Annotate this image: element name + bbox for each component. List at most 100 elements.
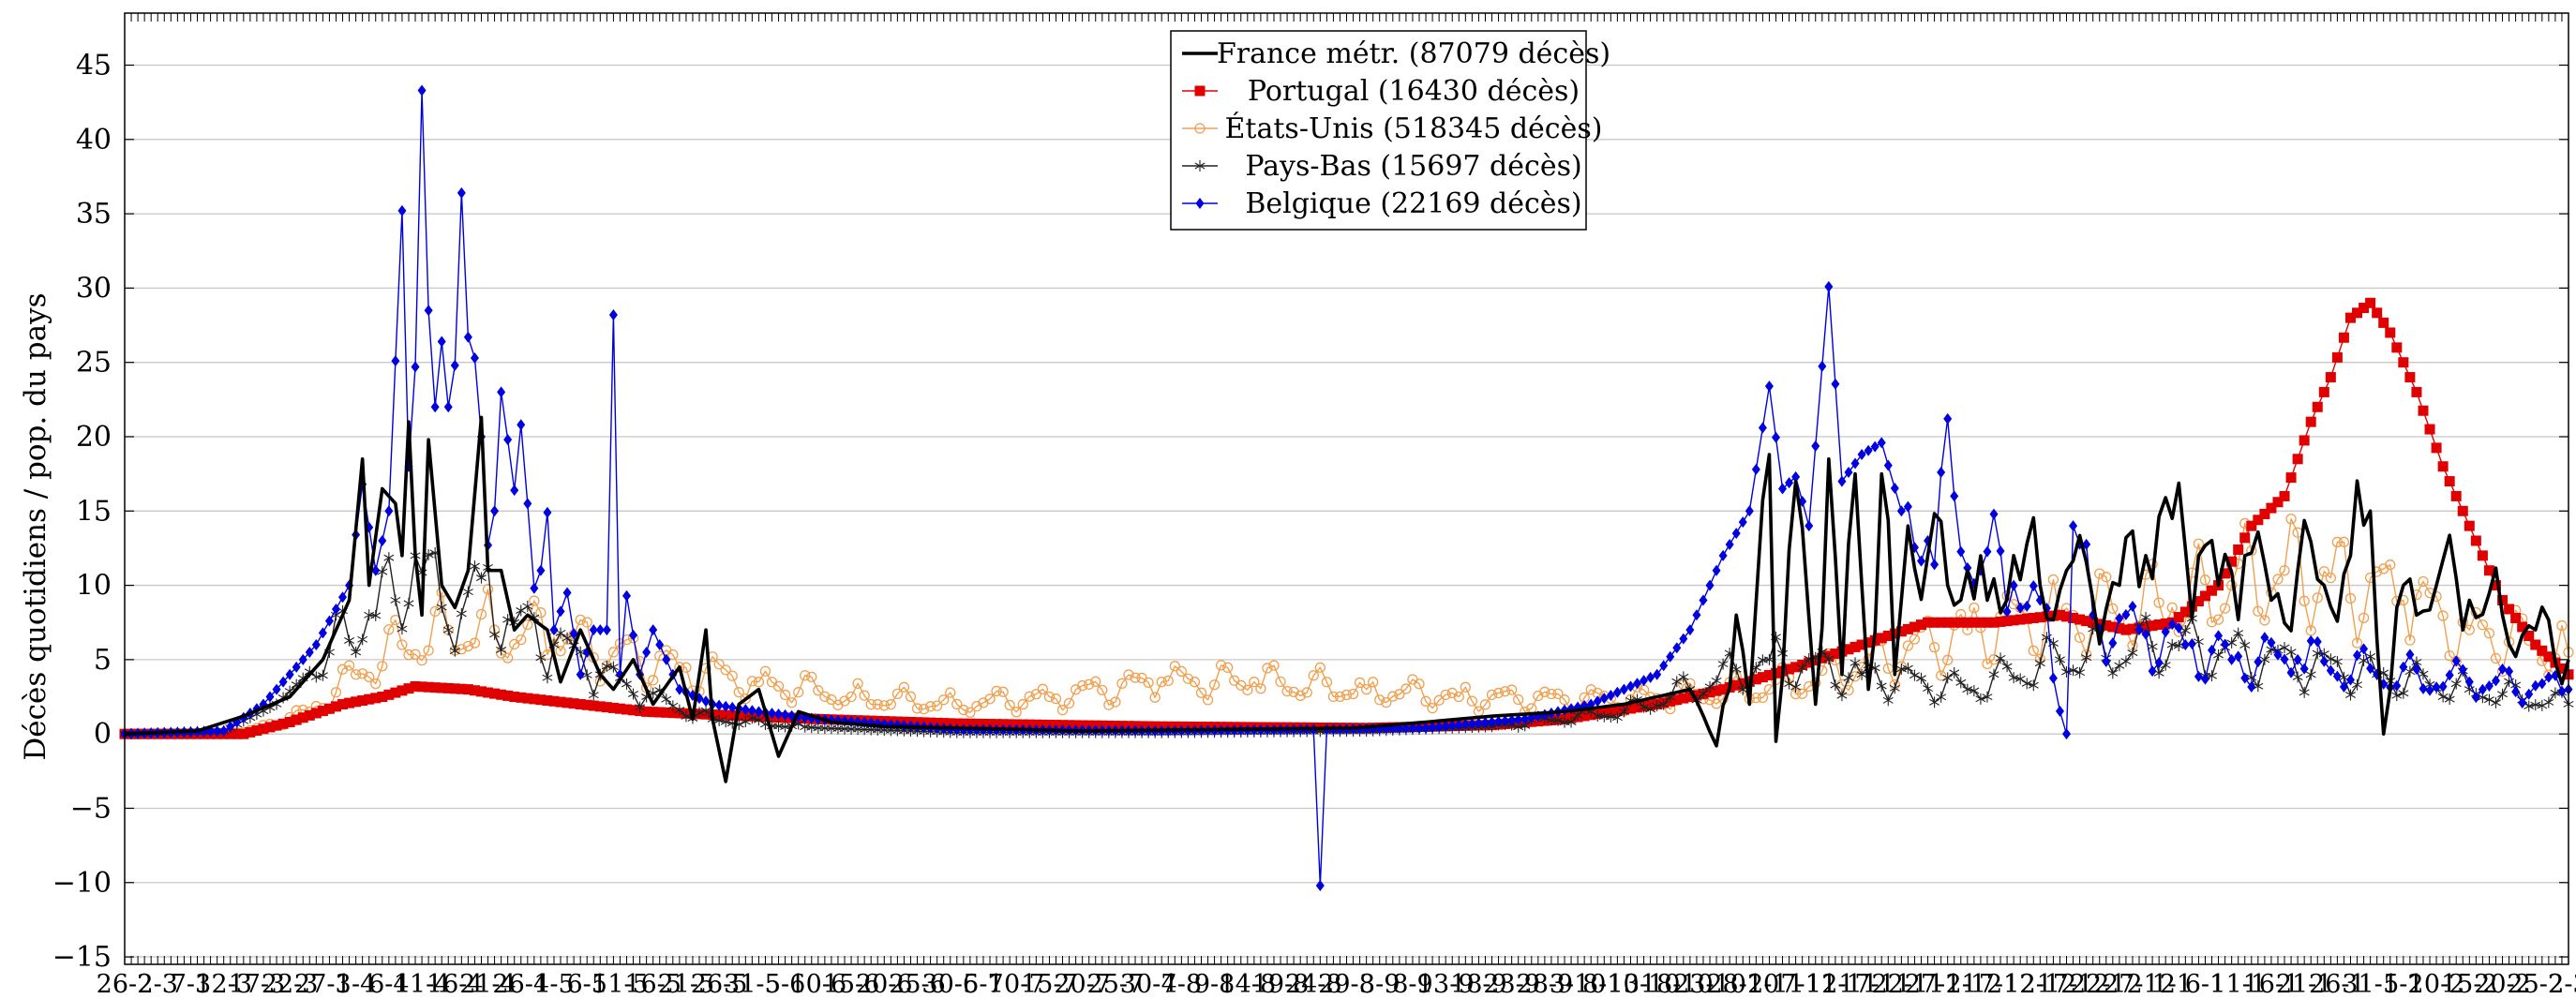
data-point bbox=[1454, 719, 1463, 731]
data-point bbox=[2199, 574, 2211, 586]
data-point bbox=[542, 694, 553, 706]
x-tick-label: 30-7 bbox=[1120, 970, 1177, 999]
data-point bbox=[872, 699, 883, 710]
data-point bbox=[2432, 681, 2441, 693]
data-point bbox=[2312, 401, 2323, 412]
data-point bbox=[713, 709, 725, 721]
data-point bbox=[516, 692, 527, 703]
data-point bbox=[1864, 444, 1873, 456]
data-point bbox=[1301, 687, 1312, 698]
data-point bbox=[469, 637, 481, 649]
data-point bbox=[1262, 663, 1273, 674]
data-point bbox=[2014, 673, 2026, 685]
data-point bbox=[2009, 579, 2018, 591]
data-point bbox=[2273, 649, 2283, 661]
data-point bbox=[1711, 675, 1722, 687]
data-point bbox=[1995, 616, 2006, 627]
data-point bbox=[1685, 624, 1695, 636]
data-point bbox=[1546, 688, 1557, 700]
data-point bbox=[1479, 699, 1491, 710]
data-point bbox=[489, 688, 501, 699]
data-point bbox=[826, 693, 837, 706]
data-point bbox=[2034, 657, 2045, 669]
data-point bbox=[2253, 514, 2264, 526]
data-point bbox=[2259, 508, 2270, 519]
data-point bbox=[344, 634, 355, 647]
data-point bbox=[1889, 628, 1900, 639]
data-point bbox=[2478, 683, 2487, 695]
data-point bbox=[720, 716, 731, 728]
data-point bbox=[2246, 544, 2257, 557]
data-point bbox=[318, 627, 327, 639]
data-point bbox=[2002, 605, 2012, 618]
data-point bbox=[951, 718, 963, 729]
data-point bbox=[806, 671, 817, 683]
data-point bbox=[225, 728, 236, 739]
data-point bbox=[529, 693, 540, 705]
data-point bbox=[2102, 656, 2111, 668]
data-point bbox=[2299, 595, 2310, 606]
data-point bbox=[1295, 690, 1306, 701]
data-point bbox=[2107, 621, 2119, 633]
data-point bbox=[965, 707, 976, 718]
data-point bbox=[397, 685, 408, 696]
data-point bbox=[1334, 691, 1346, 702]
data-point bbox=[859, 690, 870, 701]
data-point bbox=[2490, 580, 2501, 591]
y-tick-label: 5 bbox=[94, 644, 112, 677]
data-point bbox=[2029, 580, 2038, 592]
data-point bbox=[2344, 592, 2357, 604]
data-point bbox=[1817, 652, 1828, 664]
data-point bbox=[607, 702, 619, 713]
data-point bbox=[1056, 705, 1069, 716]
data-point bbox=[2352, 678, 2363, 691]
legend-entry: États-Unis (518345 décès) bbox=[1182, 112, 1602, 145]
x-tick-label: 11-5 bbox=[592, 970, 649, 999]
data-point bbox=[496, 644, 507, 656]
data-point bbox=[1625, 703, 1636, 714]
data-point bbox=[442, 624, 454, 636]
data-point bbox=[1202, 694, 1214, 706]
data-point bbox=[1340, 689, 1353, 701]
data-point bbox=[1895, 626, 1907, 637]
data-point bbox=[575, 698, 586, 709]
data-point bbox=[1242, 684, 1253, 695]
data-point bbox=[351, 646, 362, 658]
data-point bbox=[2331, 536, 2344, 548]
data-point bbox=[2438, 680, 2448, 693]
data-point bbox=[1995, 652, 2006, 664]
data-point bbox=[2167, 619, 2177, 631]
data-point bbox=[1314, 662, 1325, 673]
data-point bbox=[1460, 719, 1470, 731]
data-point bbox=[1447, 720, 1457, 732]
x-tick-label: 26-2 bbox=[97, 970, 154, 999]
x-tick-label: 4-8 bbox=[1161, 970, 1202, 999]
data-point bbox=[589, 624, 598, 636]
data-point bbox=[442, 682, 454, 693]
data-point bbox=[2404, 634, 2416, 646]
data-point bbox=[383, 689, 395, 700]
data-point bbox=[1679, 633, 1688, 645]
data-point bbox=[2345, 674, 2355, 686]
data-point bbox=[1778, 483, 1788, 495]
data-point bbox=[1902, 623, 1913, 634]
data-point bbox=[1785, 477, 1794, 489]
data-point bbox=[1942, 617, 1954, 628]
data-point bbox=[2332, 670, 2342, 682]
data-point bbox=[1750, 674, 1761, 685]
data-point bbox=[1050, 693, 1062, 705]
data-point bbox=[2021, 613, 2032, 624]
series-line bbox=[124, 415, 2570, 783]
data-point bbox=[2254, 656, 2263, 668]
data-point bbox=[390, 687, 401, 698]
data-point bbox=[1222, 662, 1234, 674]
data-point bbox=[2464, 624, 2475, 635]
data-point bbox=[2359, 303, 2370, 314]
data-point bbox=[1097, 684, 1108, 695]
y-tick-label: 40 bbox=[76, 124, 112, 157]
data-point bbox=[2234, 650, 2243, 663]
data-point bbox=[2008, 615, 2019, 626]
data-point bbox=[2318, 566, 2329, 577]
data-point bbox=[1037, 683, 1049, 694]
data-point bbox=[2068, 664, 2079, 677]
